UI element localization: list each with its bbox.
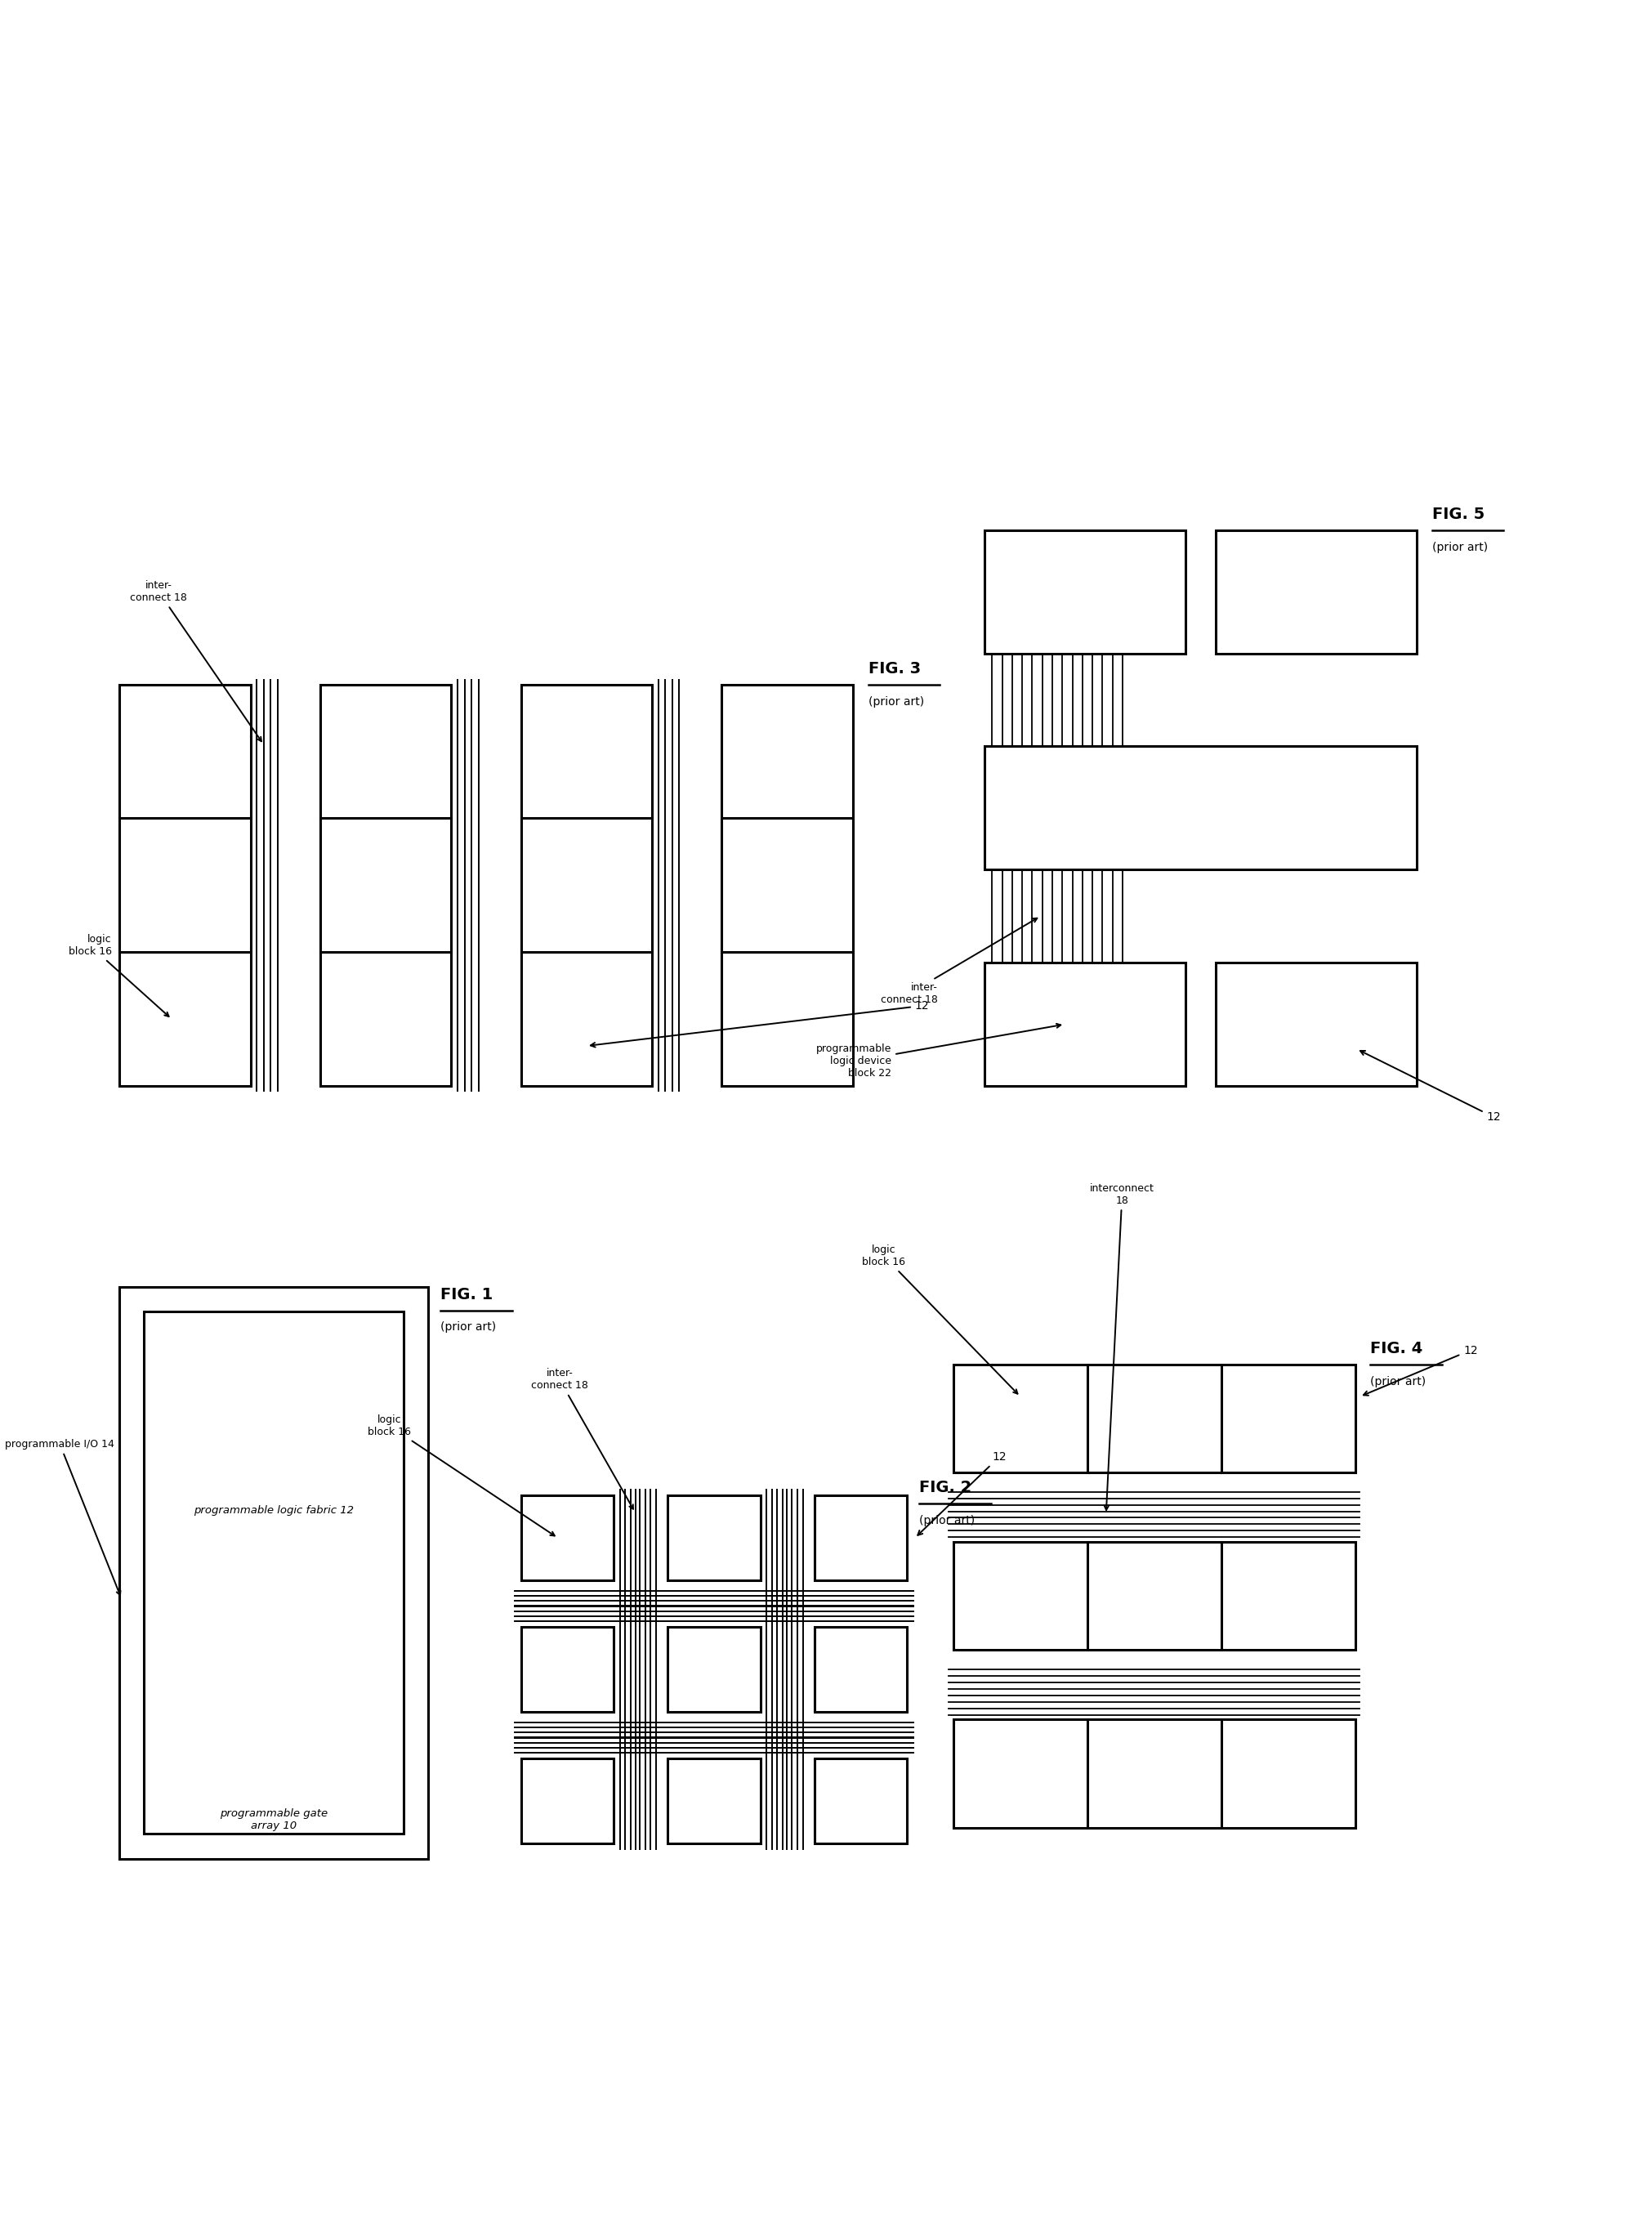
Text: (prior art): (prior art) bbox=[441, 1323, 496, 1334]
Bar bbox=[1216, 529, 1417, 655]
Text: inter-
connect 18: inter- connect 18 bbox=[530, 1367, 633, 1508]
Bar bbox=[520, 1758, 613, 1843]
Bar bbox=[520, 1626, 613, 1711]
Text: (prior art): (prior art) bbox=[920, 1515, 975, 1526]
Bar bbox=[144, 1311, 403, 1834]
Bar bbox=[667, 1758, 760, 1843]
Text: (prior art): (prior art) bbox=[1371, 1376, 1426, 1387]
Text: programmable I/O 14: programmable I/O 14 bbox=[5, 1439, 121, 1595]
Text: inter-
connect 18: inter- connect 18 bbox=[881, 918, 1037, 1005]
Text: inter-
connect 18: inter- connect 18 bbox=[131, 581, 261, 742]
Text: interconnect
18: interconnect 18 bbox=[1090, 1182, 1155, 1510]
Text: 12: 12 bbox=[1363, 1345, 1477, 1396]
Bar bbox=[953, 1365, 1355, 1472]
Bar bbox=[814, 1758, 907, 1843]
Bar bbox=[814, 1495, 907, 1579]
Text: 12: 12 bbox=[919, 1452, 1006, 1535]
Text: FIG. 4: FIG. 4 bbox=[1371, 1340, 1422, 1356]
Bar bbox=[667, 1495, 760, 1579]
Bar bbox=[985, 963, 1184, 1086]
Text: 12: 12 bbox=[590, 1001, 928, 1048]
Bar bbox=[520, 684, 653, 1086]
Bar bbox=[953, 1541, 1355, 1651]
Text: logic
block 16: logic block 16 bbox=[68, 934, 169, 1016]
Bar bbox=[320, 684, 451, 1086]
Text: programmable logic fabric 12: programmable logic fabric 12 bbox=[193, 1506, 354, 1515]
Bar bbox=[985, 529, 1184, 655]
Text: (prior art): (prior art) bbox=[869, 695, 923, 708]
Bar bbox=[667, 1626, 760, 1711]
Bar bbox=[119, 1287, 428, 1859]
Bar bbox=[119, 684, 251, 1086]
Text: FIG. 1: FIG. 1 bbox=[441, 1287, 492, 1302]
Text: FIG. 2: FIG. 2 bbox=[920, 1481, 971, 1495]
Text: (prior art): (prior art) bbox=[1432, 541, 1488, 552]
Text: 12: 12 bbox=[1360, 1050, 1500, 1124]
Bar bbox=[814, 1626, 907, 1711]
Text: FIG. 3: FIG. 3 bbox=[869, 661, 920, 677]
Bar bbox=[722, 684, 852, 1086]
Text: FIG. 5: FIG. 5 bbox=[1432, 507, 1485, 523]
Text: logic
block 16: logic block 16 bbox=[862, 1244, 1018, 1394]
Text: programmable
logic device
block 22: programmable logic device block 22 bbox=[816, 1023, 1061, 1079]
Bar bbox=[953, 1720, 1355, 1827]
Text: logic
block 16: logic block 16 bbox=[368, 1414, 555, 1535]
Text: programmable gate
array 10: programmable gate array 10 bbox=[220, 1810, 327, 1832]
Bar bbox=[1216, 963, 1417, 1086]
Bar bbox=[520, 1495, 613, 1579]
Bar bbox=[985, 746, 1417, 869]
